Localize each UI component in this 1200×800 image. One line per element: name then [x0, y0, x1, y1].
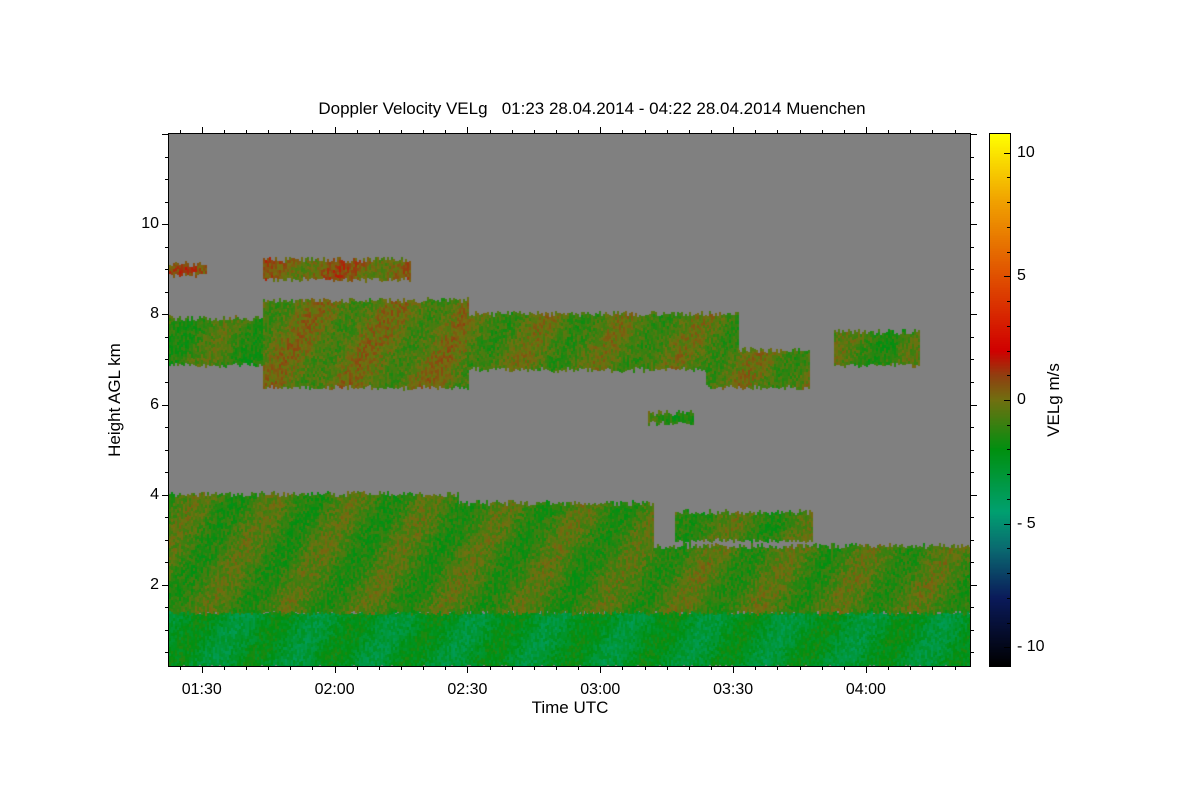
colorbar-label: VELg m/s — [1044, 363, 1063, 437]
colorbar-tick-label: - 10 — [1017, 638, 1045, 656]
x-tick-label: 03:00 — [580, 681, 621, 698]
y-axis-label: Height AGL km — [105, 343, 124, 457]
velocity-heatmap — [169, 134, 970, 666]
x-tick-label: 02:00 — [314, 681, 355, 698]
colorbar-tick-label: - 5 — [1017, 514, 1036, 532]
colorbar-tick-label: 5 — [1017, 267, 1026, 285]
x-tick-label: 01:30 — [181, 681, 222, 698]
colorbar-frame — [989, 133, 1011, 667]
x-tick-label: 04:00 — [845, 681, 886, 698]
y-tick-label: 6 — [150, 395, 159, 413]
x-tick-label: 02:30 — [447, 681, 488, 698]
x-tick-label: 03:30 — [713, 681, 754, 698]
chart-title: Doppler Velocity VELg 01:23 28.04.2014 -… — [318, 99, 866, 118]
y-tick-label: 8 — [150, 305, 159, 323]
colorbar — [990, 134, 1010, 666]
x-axis-label: Time UTC — [531, 698, 609, 717]
y-tick-label: 4 — [150, 485, 159, 503]
y-tick-label: 2 — [150, 575, 159, 593]
plot-frame — [168, 133, 971, 667]
colorbar-tick-label: 0 — [1017, 391, 1026, 408]
colorbar-tick-label: 10 — [1017, 143, 1035, 161]
y-tick-label: 10 — [141, 215, 159, 233]
